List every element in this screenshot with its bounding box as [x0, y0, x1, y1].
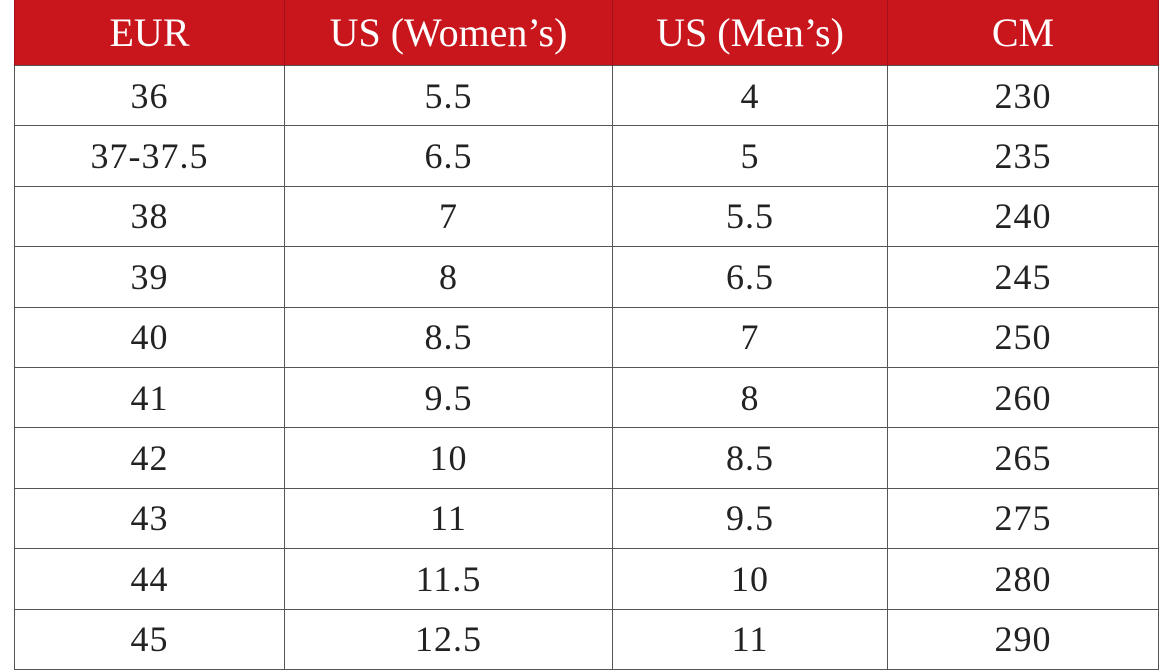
- table-cell: 8.5: [284, 306, 613, 368]
- header-cell: US (Women’s): [284, 0, 613, 66]
- table-cell: 5.5: [284, 64, 613, 127]
- table-row: 42 10 8.5 265: [14, 427, 1159, 489]
- table-cell: 12.5: [284, 608, 613, 670]
- table-cell: 250: [887, 306, 1159, 368]
- table-cell: 230: [887, 64, 1159, 127]
- size-chart: EUR US (Women’s) US (Men’s) CM 36 5.5 4 230 37-…: [14, 0, 1159, 670]
- table-row: 39 8 6.5 245: [14, 246, 1159, 308]
- table-cell: 39: [14, 246, 285, 308]
- header-row: EUR US (Women’s) US (Men’s) CM: [14, 0, 1159, 66]
- table-cell: 11.5: [284, 548, 613, 610]
- table-cell: 5: [612, 125, 888, 187]
- table-cell: 11: [284, 487, 613, 550]
- table-cell: 260: [887, 366, 1159, 429]
- table-cell: 5.5: [612, 185, 888, 248]
- table-cell: 280: [887, 548, 1159, 610]
- table-cell: 45: [14, 608, 285, 670]
- table-body: 36 5.5 4 230 37-37.5 6.5 5 235 38 7 5.5 240 39 8 6.5 24…: [14, 64, 1159, 670]
- table-row: 44 11.5 10 280: [14, 548, 1159, 610]
- table-cell: 290: [887, 608, 1159, 670]
- table-row: 41 9.5 8 260: [14, 366, 1159, 429]
- header-cell: EUR: [14, 0, 285, 66]
- table-cell: 9.5: [612, 487, 888, 550]
- table-row: 43 11 9.5 275: [14, 487, 1159, 550]
- table-cell: 8: [284, 246, 613, 308]
- table-cell: 10: [612, 548, 888, 610]
- table-cell: 42: [14, 427, 285, 489]
- table-cell: 7: [612, 306, 888, 368]
- table-cell: 44: [14, 548, 285, 610]
- table-cell: 265: [887, 427, 1159, 489]
- table-cell: 38: [14, 185, 285, 248]
- table-cell: 6.5: [612, 246, 888, 308]
- table-cell: 7: [284, 185, 613, 248]
- table-cell: 9.5: [284, 366, 613, 429]
- table-cell: 11: [612, 608, 888, 670]
- table-cell: 10: [284, 427, 613, 489]
- table-cell: 4: [612, 64, 888, 127]
- table-row: 40 8.5 7 250: [14, 306, 1159, 368]
- table-cell: 40: [14, 306, 285, 368]
- table-cell: 240: [887, 185, 1159, 248]
- table-cell: 8.5: [612, 427, 888, 489]
- table-cell: 37-37.5: [14, 125, 285, 187]
- table-row: 36 5.5 4 230: [14, 64, 1159, 127]
- table-row: 37-37.5 6.5 5 235: [14, 125, 1159, 187]
- table-cell: 8: [612, 366, 888, 429]
- table-row: 45 12.5 11 290: [14, 608, 1159, 670]
- header-cell: US (Men’s): [612, 0, 888, 66]
- table-cell: 43: [14, 487, 285, 550]
- table-cell: 235: [887, 125, 1159, 187]
- table-row: 38 7 5.5 240: [14, 185, 1159, 248]
- table-cell: 275: [887, 487, 1159, 550]
- table-cell: 41: [14, 366, 285, 429]
- table-cell: 6.5: [284, 125, 613, 187]
- table-cell: 245: [887, 246, 1159, 308]
- table-cell: 36: [14, 64, 285, 127]
- header-cell: CM: [887, 0, 1159, 66]
- size-table: EUR US (Women’s) US (Men’s) CM 36 5.5 4 230 37-…: [14, 0, 1159, 670]
